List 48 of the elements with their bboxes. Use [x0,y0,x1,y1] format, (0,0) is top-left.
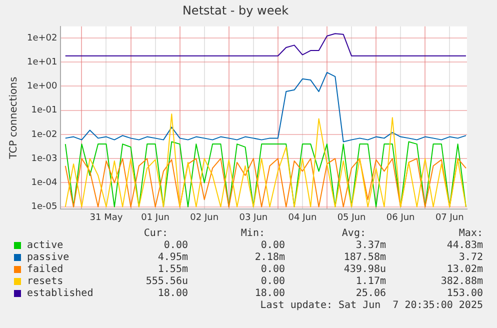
text: Last update: Sat Jun 7 20:35:00 2025 [260,300,483,311]
y-tick-label: 1e-03 [31,154,58,164]
text: 44.83m [446,240,483,251]
text: 0.00 [260,240,285,251]
legend-label: established [27,288,94,299]
x-tick-label: 07 Jun [435,212,464,223]
text: 0.00 [164,240,188,251]
text: 25.06 [356,288,386,299]
x-tick-label: 03 Jun [239,212,268,223]
text: 0.00 [260,264,285,275]
text: 1.17m [356,276,386,287]
text: 439.98u [344,264,386,275]
legend-label: failed [27,264,64,275]
text: 0.00 [260,276,285,287]
y-tick-label: 1e-05 [31,202,58,212]
text: 18.00 [254,288,285,299]
legend-label: active [27,240,64,251]
text: Max: [458,228,483,239]
y-tick-label: 1e+02 [26,33,58,44]
x-tick-label: 01 Jun [141,212,170,223]
text: 555.56u [146,276,188,287]
text: 2.18m [254,252,285,263]
x-tick-label: 04 Jun [288,212,317,223]
x-tick-label: 06 Jun [386,212,415,223]
text: 1.55m [158,264,188,275]
x-tick-label: 05 Jun [337,212,366,223]
y-tick-label: 1e-02 [31,130,58,140]
text: Cur: [144,228,168,239]
y-axis-title: TCP connections [8,76,20,160]
text: 3.37m [356,240,386,251]
text: Min: [240,228,265,239]
legend-label: resets [27,276,64,287]
y-tick-label: 1e+00 [26,82,58,92]
text: 153.00 [446,288,483,299]
chart-title: Netstat - by week [182,3,289,18]
text: 18.00 [158,288,188,299]
text: Avg: [342,228,366,239]
y-tick-label: 1e-01 [31,106,58,116]
text: 4.95m [158,252,188,263]
text: 187.58m [344,252,386,263]
text: 13.02m [446,264,483,275]
y-tick-label: 1e-04 [31,178,58,188]
x-tick-label: 31 May [90,212,124,223]
text: 3.72 [458,252,483,263]
legend-label: passive [27,252,70,263]
y-tick-label: 1e+01 [26,57,58,68]
x-tick-label: 02 Jun [190,212,219,223]
text: 382.88m [440,276,483,287]
